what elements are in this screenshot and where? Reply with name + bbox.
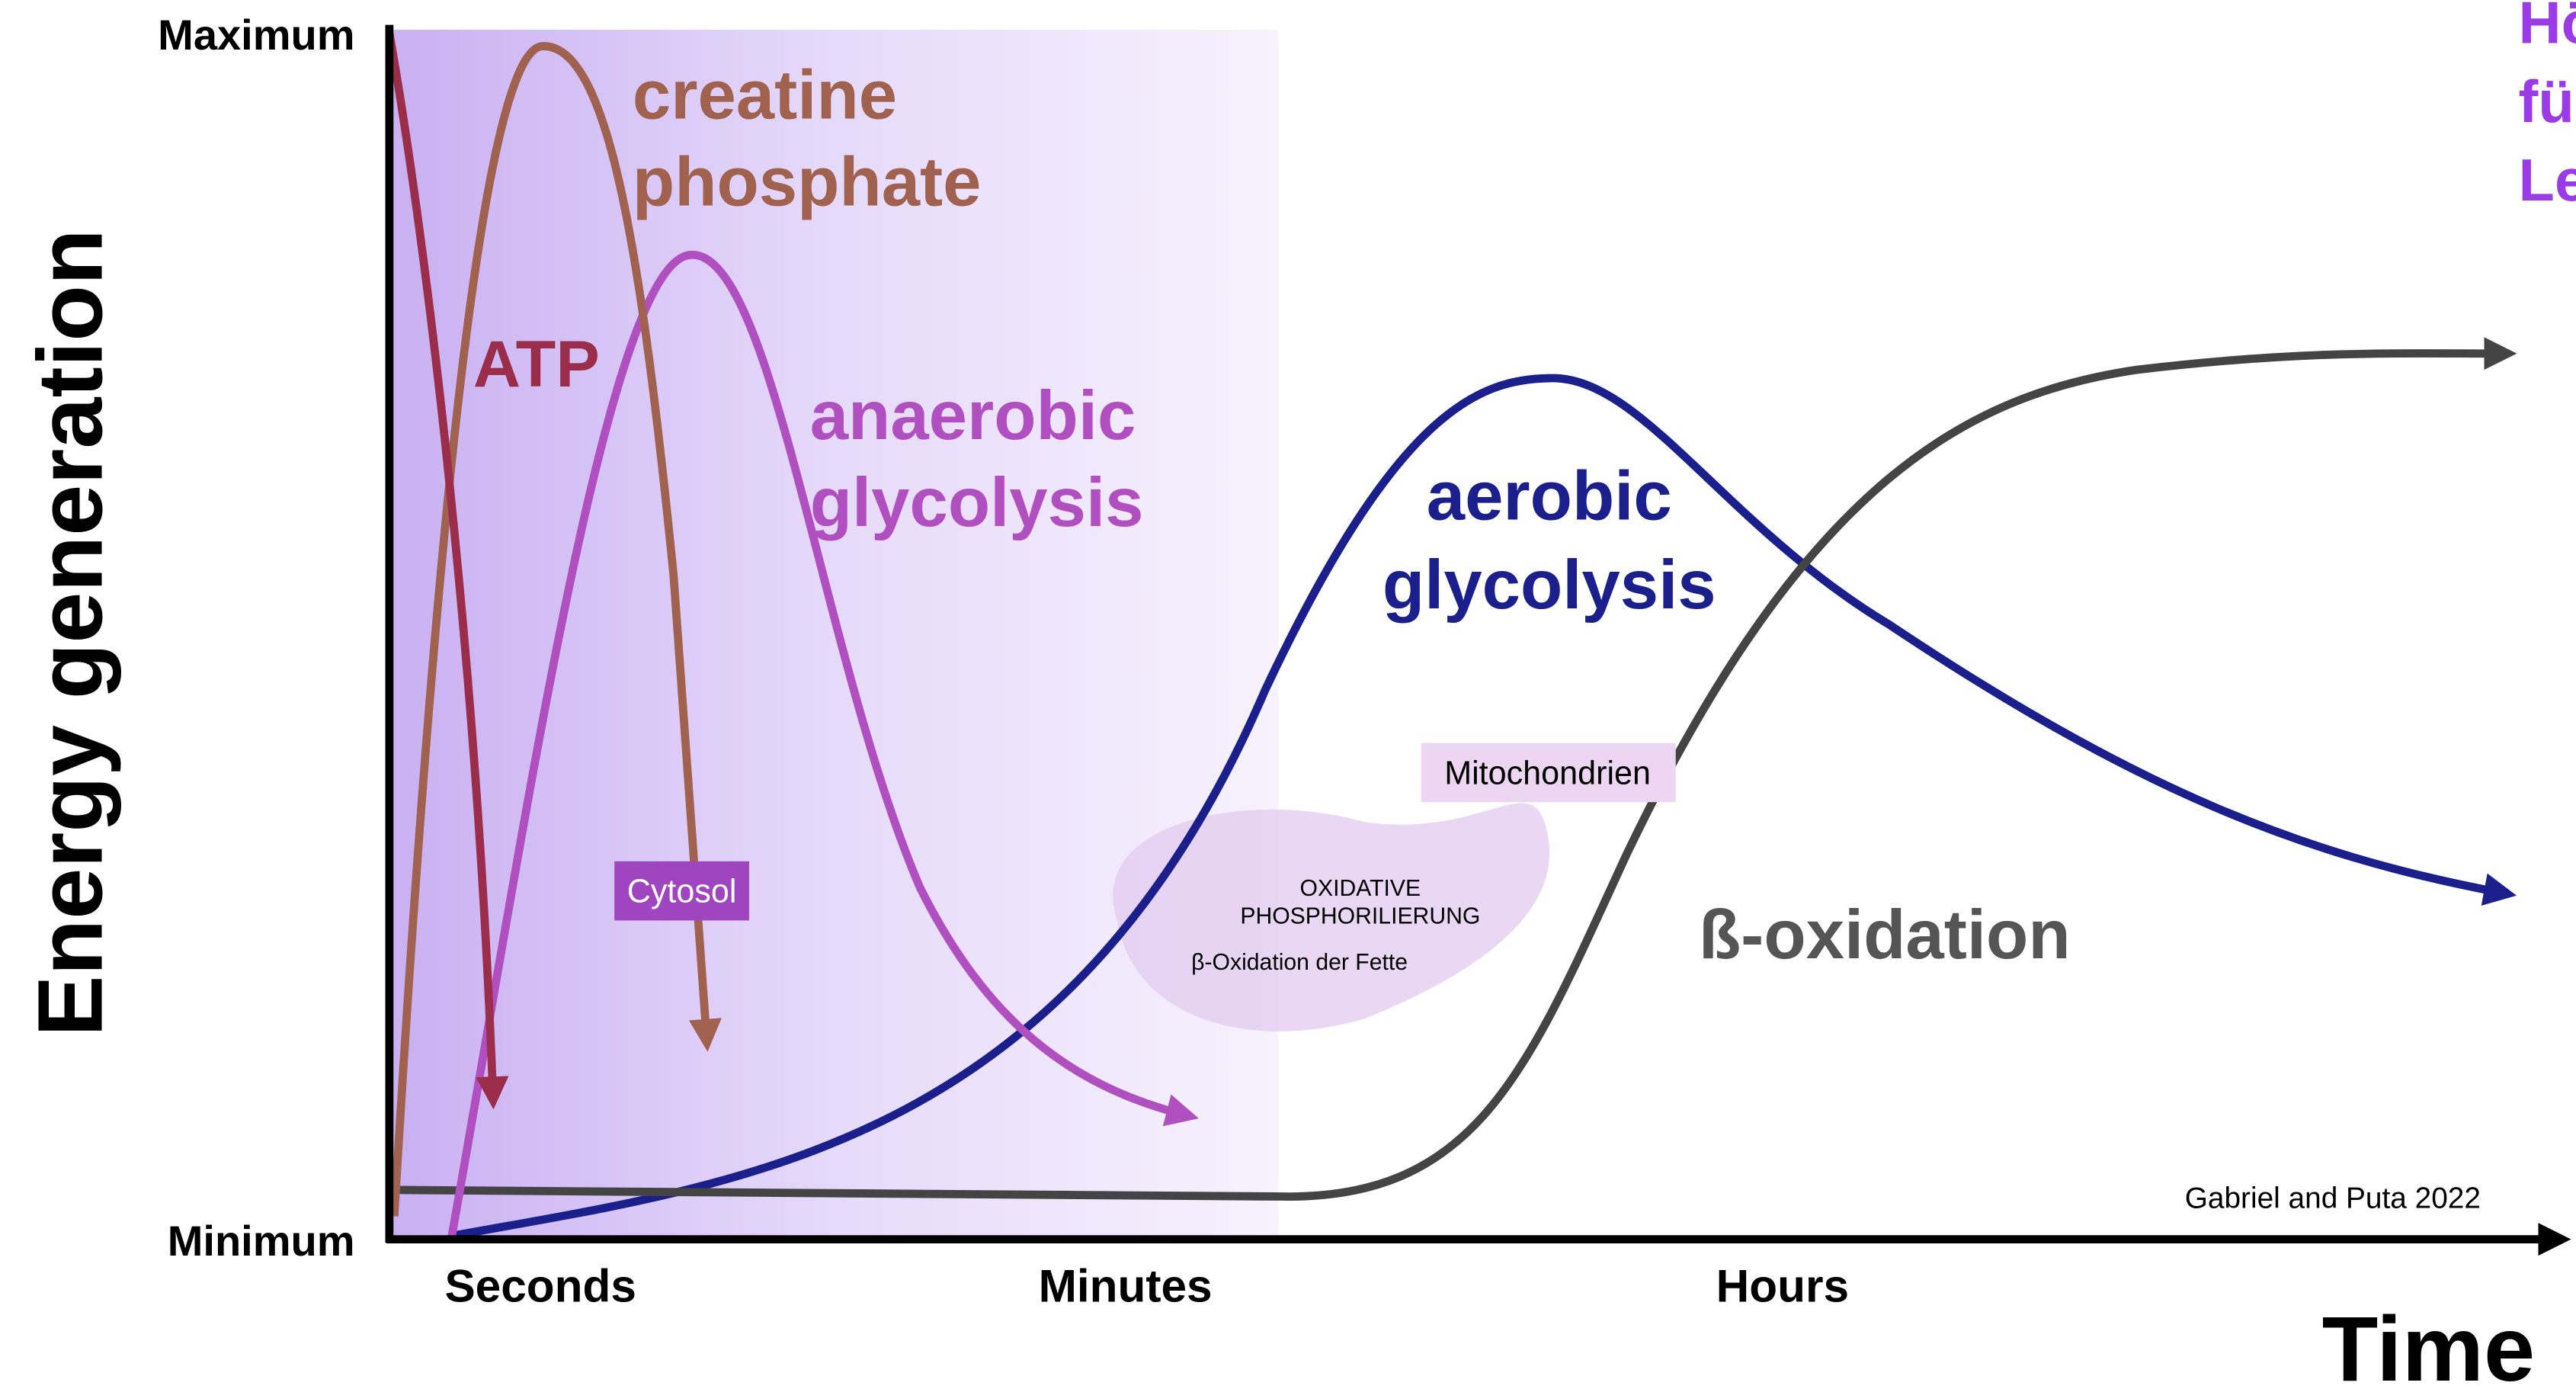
mito-label: Mitochondrien (1444, 755, 1651, 791)
creatine-label: phosphate (633, 144, 982, 221)
x-label: Minutes (1039, 1259, 1213, 1311)
beta-curve (394, 337, 2517, 1201)
aerobic-label: glycolysis (1383, 547, 1716, 624)
oxphos-label: OXIDATIVE (1300, 876, 1421, 901)
y-max: Maximum (158, 11, 354, 59)
atp-curve (385, 32, 509, 1110)
side-title: fü (2519, 69, 2574, 135)
oxphos-label: PHOSPHORILIERUNG (1240, 904, 1480, 929)
x-label: Seconds (444, 1259, 636, 1311)
cytosol-area (389, 30, 1279, 1240)
anaerobic-label: anaerobic (810, 377, 1136, 454)
aerobic-curve (450, 374, 2517, 1240)
side-title: Hö (2519, 0, 2576, 56)
creatine-curve (389, 42, 722, 1217)
y-min: Minimum (168, 1217, 355, 1265)
beta-label: ß-oxidation (1699, 897, 2071, 974)
anaerobic-label: glycolysis (810, 464, 1144, 541)
mitochondrion (1113, 803, 1550, 1031)
source: Gabriel and Puta 2022 (2185, 1182, 2481, 1215)
mito-box (1421, 743, 1676, 803)
creatine-label: creatine (633, 56, 897, 133)
anaerobic-curve (447, 250, 1199, 1237)
x-title: Time (2322, 1298, 2536, 1389)
side-title: Le (2519, 148, 2576, 213)
x-label: Hours (1716, 1259, 1849, 1311)
fette-label: β-Oxidation der Fette (1191, 950, 1408, 975)
y-title: Energy generation (19, 229, 122, 1037)
cytosol-box (614, 861, 749, 921)
aerobic-label: aerobic (1427, 457, 1672, 534)
cytosol-label: Cytosol (627, 874, 737, 910)
atp-label: ATP (473, 328, 600, 401)
